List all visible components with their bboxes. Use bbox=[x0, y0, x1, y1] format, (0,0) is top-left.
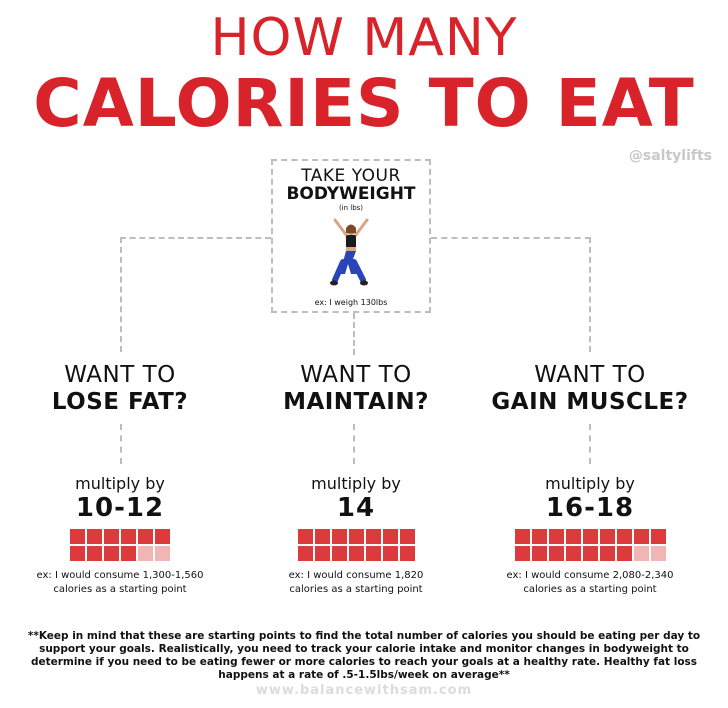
calorie-block bbox=[582, 529, 598, 544]
calorie-block bbox=[531, 546, 547, 561]
multiplier-value: 16-18 bbox=[545, 493, 635, 523]
title-line-2: CALORIES TO EAT bbox=[33, 65, 695, 142]
center-unit: (in lbs) bbox=[338, 204, 364, 212]
option-goal-label: LOSE FAT? bbox=[51, 389, 189, 415]
option-lose-fat: WANT TO LOSE FAT? bbox=[0, 362, 240, 416]
connector-right-horizontal bbox=[431, 237, 591, 239]
connector-center-vertical bbox=[353, 313, 355, 355]
calorie-block bbox=[650, 529, 666, 544]
connector-col1-vertical bbox=[120, 424, 122, 464]
calorie-blocks bbox=[470, 529, 710, 561]
option-lose-fat-multiplier: multiply by 10-12 ex: I would consume 1,… bbox=[0, 475, 240, 597]
option-gain-muscle-multiplier: multiply by 16-18 ex: I would consume 2,… bbox=[470, 475, 710, 597]
calorie-block bbox=[87, 546, 102, 561]
example-line-2: calories as a starting point bbox=[523, 584, 657, 595]
calorie-block-light bbox=[650, 546, 666, 561]
connector-left-horizontal bbox=[120, 237, 271, 239]
calorie-block bbox=[514, 529, 530, 544]
calorie-block bbox=[121, 529, 136, 544]
center-line-1: TAKE YOUR bbox=[301, 166, 401, 186]
calorie-block bbox=[582, 546, 598, 561]
example-line-1: ex: I would consume 2,080-2,340 bbox=[506, 570, 674, 581]
footnote: **Keep in mind that these are starting p… bbox=[27, 630, 701, 681]
jumping-woman-figure bbox=[330, 218, 369, 286]
bodyweight-box: TAKE YOUR BODYWEIGHT (in lbs) ex: I weig… bbox=[271, 159, 431, 313]
calorie-block bbox=[531, 529, 547, 544]
calorie-block bbox=[348, 529, 364, 544]
multiply-label: multiply by bbox=[75, 474, 165, 493]
calorie-block-light bbox=[155, 546, 170, 561]
calorie-block bbox=[565, 546, 581, 561]
calorie-blocks bbox=[0, 529, 240, 561]
multiplier-value: 10-12 bbox=[75, 493, 165, 523]
calorie-block bbox=[399, 546, 415, 561]
calorie-block bbox=[331, 546, 347, 561]
calorie-block bbox=[382, 546, 398, 561]
calorie-block bbox=[599, 529, 615, 544]
calorie-block bbox=[87, 529, 102, 544]
calorie-block bbox=[70, 529, 85, 544]
calorie-block bbox=[616, 546, 632, 561]
calorie-block bbox=[565, 529, 581, 544]
calorie-block bbox=[365, 546, 381, 561]
example-line-2: calories as a starting point bbox=[53, 584, 187, 595]
option-want-label: WANT TO bbox=[64, 362, 176, 388]
connector-col3-vertical bbox=[589, 424, 591, 464]
option-maintain-multiplier: multiply by 14 ex: I would consume 1,820… bbox=[236, 475, 476, 597]
calorie-block bbox=[548, 529, 564, 544]
calorie-block bbox=[348, 546, 364, 561]
calorie-block-light bbox=[633, 546, 649, 561]
connector-col2-vertical bbox=[353, 424, 355, 464]
option-gain-muscle: WANT TO GAIN MUSCLE? bbox=[470, 362, 710, 416]
multiply-label: multiply by bbox=[545, 474, 635, 493]
connector-left-vertical bbox=[120, 237, 122, 352]
calorie-block bbox=[155, 529, 170, 544]
calorie-block bbox=[104, 546, 119, 561]
calorie-block bbox=[365, 529, 381, 544]
calorie-block bbox=[138, 529, 153, 544]
multiplier-value: 14 bbox=[336, 493, 376, 523]
multiply-label: multiply by bbox=[311, 474, 401, 493]
title-line-1: HOW MANY bbox=[210, 8, 518, 68]
calorie-block bbox=[399, 529, 415, 544]
center-example: ex: I weigh 130lbs bbox=[314, 298, 388, 307]
option-want-label: WANT TO bbox=[300, 362, 412, 388]
option-goal-label: MAINTAIN? bbox=[283, 389, 429, 415]
calorie-block bbox=[616, 529, 632, 544]
social-handle: @saltylifts bbox=[628, 148, 712, 164]
option-maintain: WANT TO MAINTAIN? bbox=[236, 362, 476, 416]
calorie-block bbox=[331, 529, 347, 544]
connector-right-vertical bbox=[589, 237, 591, 352]
example-line-2: calories as a starting point bbox=[289, 584, 423, 595]
calorie-block bbox=[104, 529, 119, 544]
calorie-block-light bbox=[138, 546, 153, 561]
calorie-block bbox=[297, 546, 313, 561]
calorie-block bbox=[514, 546, 530, 561]
calorie-block bbox=[382, 529, 398, 544]
calorie-block bbox=[599, 546, 615, 561]
calorie-block bbox=[314, 529, 330, 544]
option-goal-label: GAIN MUSCLE? bbox=[491, 389, 689, 415]
calorie-block bbox=[121, 546, 136, 561]
calorie-block bbox=[297, 529, 313, 544]
website-watermark: www.balancewithsam.com bbox=[255, 683, 473, 698]
calorie-block bbox=[314, 546, 330, 561]
option-want-label: WANT TO bbox=[534, 362, 646, 388]
calorie-blocks bbox=[236, 529, 476, 561]
example-line-1: ex: I would consume 1,300-1,560 bbox=[36, 570, 204, 581]
calorie-block bbox=[633, 529, 649, 544]
calorie-block bbox=[548, 546, 564, 561]
calorie-block bbox=[70, 546, 85, 561]
center-line-2: BODYWEIGHT bbox=[286, 184, 416, 204]
example-line-1: ex: I would consume 1,820 bbox=[288, 570, 424, 581]
